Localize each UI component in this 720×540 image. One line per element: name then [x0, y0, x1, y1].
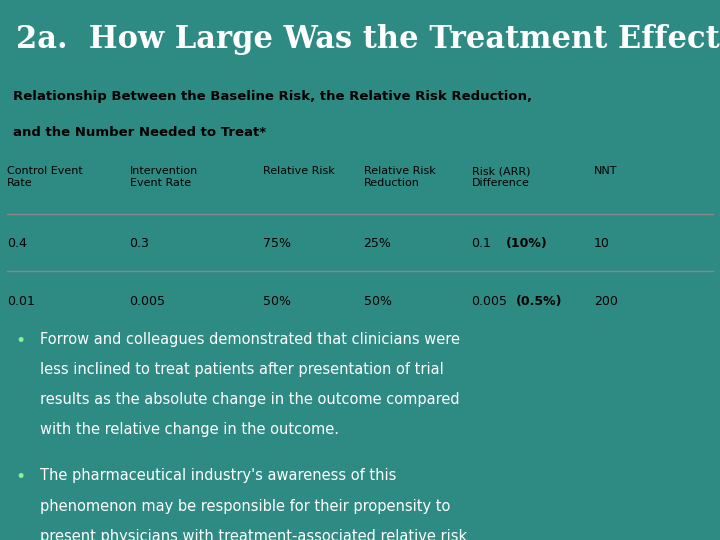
Text: 0.005: 0.005 — [472, 294, 508, 307]
Text: less inclined to treat patients after presentation of trial: less inclined to treat patients after pr… — [40, 362, 444, 377]
Text: Forrow and colleagues demonstrated that clinicians were: Forrow and colleagues demonstrated that … — [40, 332, 459, 347]
Text: 0.3: 0.3 — [130, 238, 150, 251]
Text: Intervention
Event Rate: Intervention Event Rate — [130, 166, 198, 188]
Text: results as the absolute change in the outcome compared: results as the absolute change in the ou… — [40, 392, 459, 407]
Text: 10: 10 — [594, 238, 610, 251]
Text: present physicians with treatment-associated relative risk: present physicians with treatment-associ… — [40, 529, 467, 540]
Text: Control Event
Rate: Control Event Rate — [7, 166, 83, 188]
Text: •: • — [16, 332, 26, 349]
Text: 25%: 25% — [364, 238, 392, 251]
Text: 2a.  How Large Was the Treatment Effect?: 2a. How Large Was the Treatment Effect? — [16, 24, 720, 55]
Text: Relative Risk
Reduction: Relative Risk Reduction — [364, 166, 436, 188]
Text: phenomenon may be responsible for their propensity to: phenomenon may be responsible for their … — [40, 498, 450, 514]
Text: and the Number Needed to Treat*: and the Number Needed to Treat* — [13, 126, 266, 139]
Text: 200: 200 — [594, 294, 618, 307]
Text: 50%: 50% — [263, 294, 291, 307]
Text: (10%): (10%) — [506, 238, 548, 251]
Text: Relationship Between the Baseline Risk, the Relative Risk Reduction,: Relationship Between the Baseline Risk, … — [13, 90, 532, 103]
Text: •: • — [16, 468, 26, 487]
Text: 0.005: 0.005 — [130, 294, 166, 307]
Text: 0.4: 0.4 — [7, 238, 27, 251]
Text: 50%: 50% — [364, 294, 392, 307]
Text: NNT: NNT — [594, 166, 618, 176]
Text: with the relative change in the outcome.: with the relative change in the outcome. — [40, 422, 338, 437]
Text: 0.1: 0.1 — [472, 238, 492, 251]
Text: 75%: 75% — [263, 238, 291, 251]
Text: Relative Risk: Relative Risk — [263, 166, 335, 176]
Text: 0.01: 0.01 — [7, 294, 35, 307]
Text: (0.5%): (0.5%) — [516, 294, 563, 307]
Text: Risk (ARR)
Difference: Risk (ARR) Difference — [472, 166, 530, 188]
Text: The pharmaceutical industry's awareness of this: The pharmaceutical industry's awareness … — [40, 468, 396, 483]
